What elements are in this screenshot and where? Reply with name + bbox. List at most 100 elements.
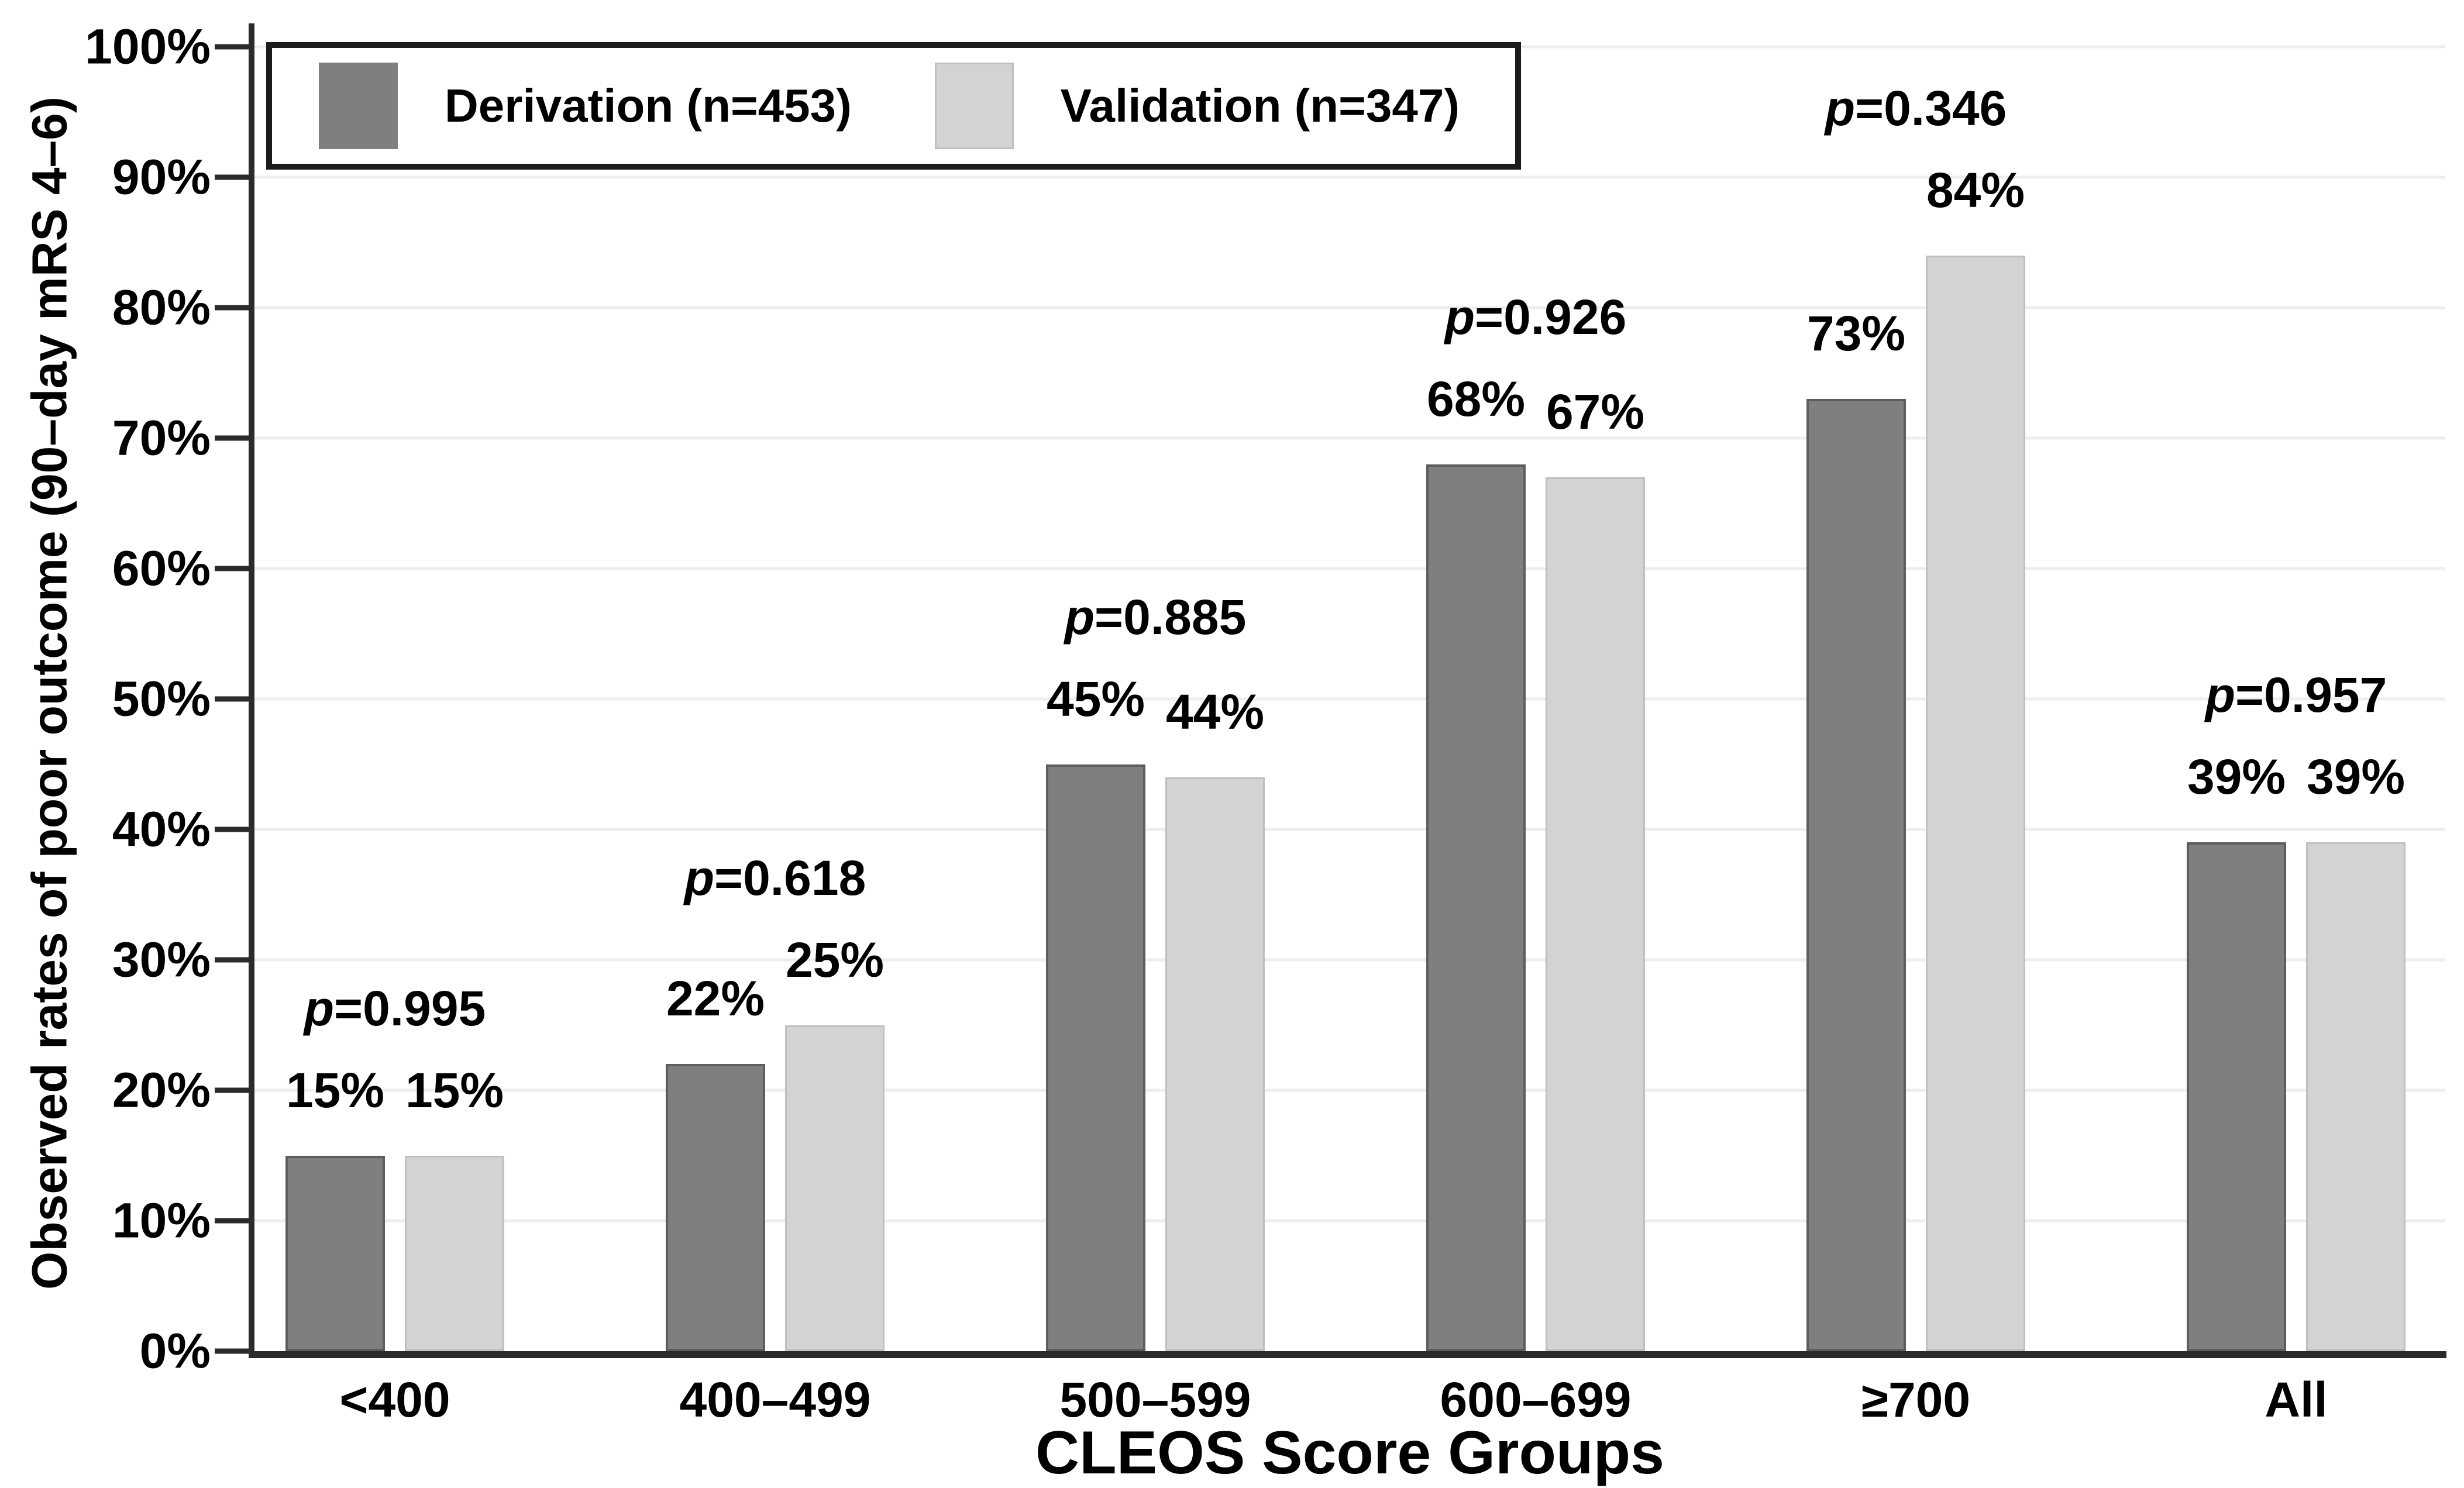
bar-group: 15% 15% p=0.995 <400: [272, 47, 518, 1427]
derivation-legend-label: Derivation (n=453): [445, 80, 852, 132]
bar-pair: 15% 15%: [285, 47, 504, 1351]
validation-swatch-icon: [934, 63, 1014, 149]
derivation-bar: [1426, 464, 1526, 1351]
p-value-label: p=0.346: [1825, 80, 2007, 136]
bar-pair: 22% 25%: [666, 47, 885, 1351]
validation-bar: [1546, 477, 1645, 1351]
x-tick-label: 500–599: [1059, 1372, 1251, 1427]
x-tick-label: 400–499: [679, 1372, 871, 1427]
derivation-value-label: 22%: [666, 971, 765, 1027]
validation-bar: [1926, 255, 2025, 1351]
derivation-bar-slot: 68%: [1426, 47, 1526, 1351]
derivation-bar: [1046, 764, 1145, 1351]
bar-group: 39% 39% p=0.957 All: [2173, 47, 2419, 1427]
derivation-bar: [666, 1064, 765, 1351]
gridline: [254, 436, 2445, 440]
validation-value-label: 84%: [1926, 162, 2025, 218]
derivation-bar: [2187, 842, 2286, 1351]
gridline: [254, 1219, 2445, 1222]
validation-bar-slot: 15%: [405, 47, 504, 1351]
y-tick: [215, 305, 249, 311]
validation-bar-slot: 84%: [1926, 47, 2025, 1351]
y-tick-label: 100%: [85, 19, 211, 74]
bar-group: 45% 44% p=0.885 500–599: [1033, 47, 1278, 1427]
validation-bar: [2306, 842, 2406, 1351]
validation-value-label: 67%: [1546, 384, 1645, 439]
bar-pair: 39% 39%: [2187, 47, 2406, 1351]
y-tick-label: 50%: [112, 671, 211, 726]
derivation-bar-slot: 39%: [2187, 47, 2286, 1351]
validation-bar: [405, 1155, 504, 1351]
y-tick: [215, 1348, 249, 1354]
p-value-label: p=0.926: [1444, 289, 1627, 345]
plot-area: 0% 10% 20% 30% 40% 50% 60% 70% 80% 90% 1…: [85, 19, 2445, 1487]
x-tick-label: All: [2265, 1372, 2328, 1427]
derivation-bar-slot: 15%: [285, 47, 385, 1351]
legend-item-derivation: Derivation (n=453): [319, 63, 852, 149]
gridline: [254, 175, 2445, 179]
x-tick-label: 600–699: [1440, 1372, 1632, 1427]
y-tick: [215, 957, 249, 963]
validation-value-label: 25%: [785, 932, 885, 987]
y-tick: [215, 44, 249, 50]
y-tick: [215, 566, 249, 571]
y-tick: [215, 1087, 249, 1093]
x-tick-label: ≥700: [1861, 1372, 1971, 1427]
bar-pair: 68% 67%: [1426, 47, 1645, 1351]
derivation-swatch-icon: [319, 63, 398, 149]
derivation-bar: [1806, 399, 1906, 1351]
gridline: [254, 567, 2445, 570]
p-value-label: p=0.885: [1064, 589, 1247, 645]
validation-bar: [1165, 777, 1265, 1351]
validation-value-label: 15%: [405, 1062, 504, 1118]
gridline: [254, 697, 2445, 701]
legend: Derivation (n=453) Validation (n=347): [266, 42, 1521, 170]
y-tick-label: 80%: [112, 280, 211, 335]
y-tick-label: 40%: [112, 801, 211, 857]
gridline: [254, 958, 2445, 962]
bar-pair: 45% 44%: [1046, 47, 1265, 1351]
validation-value-label: 44%: [1165, 684, 1265, 739]
bar-group: 73% 84% p=0.346 ≥700: [1793, 47, 2039, 1427]
p-value-label: p=0.957: [2205, 667, 2387, 723]
y-tick: [215, 826, 249, 832]
y-axis-title: Observed rates of poor outcome (90–day m…: [22, 97, 77, 1290]
derivation-bar-slot: 22%: [666, 47, 765, 1351]
validation-bar-slot: 67%: [1546, 47, 1645, 1351]
x-axis: [249, 1351, 2446, 1358]
y-tick: [215, 1218, 249, 1224]
validation-legend-label: Validation (n=347): [1060, 80, 1460, 132]
y-tick-label: 70%: [112, 410, 211, 466]
gridline: [254, 828, 2445, 831]
x-axis-title: CLEOS Score Groups: [1035, 1419, 1664, 1487]
validation-bar: [785, 1025, 885, 1351]
validation-bar-slot: 25%: [785, 47, 885, 1351]
derivation-value-label: 15%: [285, 1062, 385, 1118]
y-tick-label: 60%: [112, 540, 211, 596]
validation-value-label: 39%: [2306, 749, 2406, 805]
y-tick-label: 10%: [112, 1193, 211, 1248]
bar-group: 22% 25% p=0.618 400–499: [652, 47, 898, 1427]
y-tick: [215, 696, 249, 702]
y-tick: [215, 435, 249, 441]
derivation-value-label: 68%: [1426, 371, 1526, 426]
bar-group: 68% 67% p=0.926 600–699: [1413, 47, 1658, 1427]
derivation-bar: [285, 1155, 385, 1351]
y-axis: [249, 23, 254, 1358]
derivation-bar-slot: 73%: [1806, 47, 1906, 1351]
y-tick-label: 30%: [112, 932, 211, 987]
gridline: [254, 306, 2445, 309]
y-tick-label: 0%: [139, 1323, 211, 1379]
bar-pair: 73% 84%: [1806, 47, 2025, 1351]
derivation-value-label: 45%: [1046, 671, 1145, 726]
x-tick-label: <400: [339, 1372, 450, 1427]
derivation-value-label: 73%: [1806, 306, 1906, 361]
y-tick: [215, 174, 249, 180]
derivation-value-label: 39%: [2187, 749, 2286, 805]
p-value-label: p=0.995: [304, 980, 486, 1036]
validation-bar-slot: 39%: [2306, 47, 2406, 1351]
y-tick-label: 20%: [112, 1062, 211, 1118]
derivation-bar-slot: 45%: [1046, 47, 1145, 1351]
y-tick-label: 90%: [112, 149, 211, 205]
